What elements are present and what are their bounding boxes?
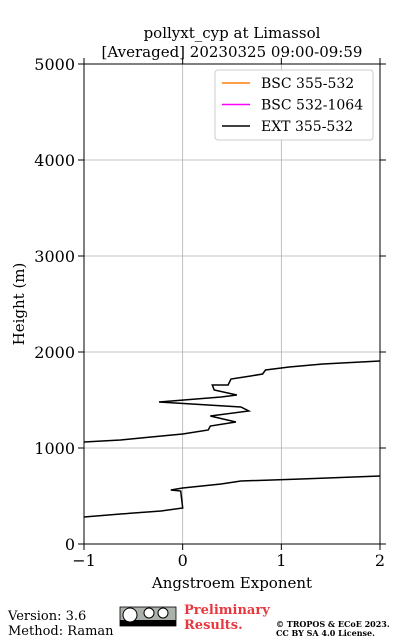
method: Method: Raman [8, 624, 114, 639]
profile-line [84, 360, 380, 518]
copyright: © TROPOS & ECoE 2023. [276, 619, 390, 629]
legend-label: EXT 355-532 [261, 119, 353, 135]
status-line-2: Results. [184, 618, 243, 633]
chart-subtitle: [Averaged] 20230325 09:00-09:59 [102, 43, 363, 61]
y-tick-label: 2000 [34, 343, 75, 362]
x-tick-label: 0 [178, 551, 188, 570]
x-tick-label: 1 [276, 551, 286, 570]
y-tick-label: 0 [65, 535, 75, 554]
legend-box [214, 69, 374, 141]
license: CC BY SA 4.0 License. [276, 628, 375, 638]
legend-label: BSC 355-532 [261, 76, 354, 92]
cc-badge [119, 606, 177, 627]
x-axis-label: Angstroem Exponent [151, 574, 312, 592]
plot-lines [84, 360, 380, 518]
y-tick-label: 5000 [34, 55, 75, 74]
x-tick-label: 2 [375, 551, 385, 570]
plot-frame [83, 63, 381, 545]
status-line-1: Preliminary [184, 603, 270, 618]
y-axis-label: Height (m) [10, 263, 28, 346]
y-tick-label: 1000 [34, 439, 75, 458]
legend-label: BSC 532-1064 [261, 98, 363, 114]
x-tick-label: −1 [72, 551, 96, 570]
y-tick-label: 4000 [34, 151, 75, 170]
chart-title: pollyxt_cyp at Limassol [144, 24, 321, 42]
y-tick-label: 3000 [34, 247, 75, 266]
version: Version: 3.6 [7, 609, 86, 624]
